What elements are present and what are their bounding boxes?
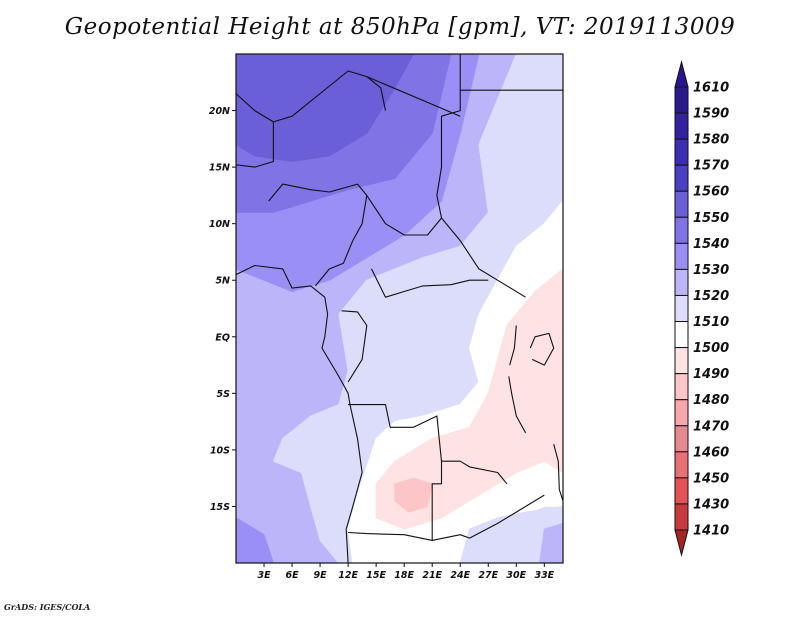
colorbar-label: 1490 bbox=[693, 367, 729, 382]
colorbar-label: 1590 bbox=[693, 107, 729, 122]
colorbar-segment bbox=[674, 425, 689, 453]
colorbar-segment bbox=[674, 503, 689, 531]
colorbar-label: 1450 bbox=[693, 471, 729, 486]
colorbar-top-arrow bbox=[674, 60, 689, 88]
colorbar-segment bbox=[674, 112, 689, 140]
lon-tick-label: 15E bbox=[366, 570, 386, 581]
angola-zambia bbox=[431, 461, 470, 541]
chart-title: Geopotential Height at 850hPa [gpm], VT:… bbox=[64, 14, 736, 40]
lat-tick-label: 15N bbox=[209, 163, 230, 174]
colorbar-bottom-arrow bbox=[674, 529, 689, 557]
lon-tick-label: 33E bbox=[534, 570, 554, 581]
colorbar-label: 1410 bbox=[693, 524, 729, 539]
colorbar-label: 1480 bbox=[693, 393, 729, 408]
lon-tick-label: 9E bbox=[314, 570, 328, 581]
niger-border-north bbox=[236, 70, 387, 123]
colorbar-segment bbox=[674, 268, 689, 296]
chad-east bbox=[436, 54, 526, 298]
lon-tick-label: 3E bbox=[257, 570, 271, 581]
nigeria-east bbox=[314, 195, 368, 287]
lon-tick-label: 24E bbox=[450, 570, 470, 581]
band-1520-se bbox=[459, 505, 563, 563]
libya-chad bbox=[366, 76, 461, 117]
band-1500-1510 bbox=[375, 268, 563, 530]
band-1560-1570 bbox=[236, 54, 415, 163]
colorbar-segment bbox=[674, 321, 689, 349]
lat-tick-label: 10N bbox=[209, 219, 230, 230]
colorbar-segment bbox=[674, 138, 689, 166]
colorbar-segment bbox=[674, 477, 689, 505]
lon-tick-label: 27E bbox=[478, 570, 498, 581]
country-borders bbox=[236, 54, 563, 563]
height-field bbox=[236, 54, 563, 563]
colorbar-segment bbox=[674, 164, 689, 192]
niger-border-west bbox=[236, 121, 274, 168]
colorbar-label: 1500 bbox=[693, 341, 729, 356]
gabon-congo bbox=[341, 310, 368, 383]
lake-tanganyika bbox=[508, 376, 527, 434]
great-lakes-west bbox=[509, 325, 517, 366]
band-1510-ne bbox=[534, 200, 563, 247]
lat-tick-label: 20N bbox=[209, 106, 230, 117]
colorbar-segment bbox=[674, 399, 689, 427]
namibia-north bbox=[348, 531, 433, 541]
colorbar-label: 1470 bbox=[693, 419, 729, 434]
map-frame bbox=[235, 53, 564, 564]
lat-axis: 20N 15N 10N 5N EQ 5S 10S 15S bbox=[209, 106, 236, 513]
colorbar-label: 1560 bbox=[693, 185, 729, 200]
lat-tick-label: 15S bbox=[210, 502, 230, 513]
lon-tick-label: 6E bbox=[286, 570, 300, 581]
colorbar-label: 1540 bbox=[693, 237, 729, 252]
colorbar-label: 1520 bbox=[693, 289, 729, 304]
colorbar-segment bbox=[674, 86, 689, 114]
lake-victoria bbox=[529, 332, 555, 366]
lat-tick-label: 5N bbox=[215, 276, 230, 287]
colorbar-segment bbox=[674, 216, 689, 244]
band-1490-1500 bbox=[394, 477, 433, 513]
chad-south bbox=[366, 195, 442, 236]
colorbar-segment bbox=[674, 294, 689, 323]
colorbar-label: 1430 bbox=[693, 497, 729, 512]
west-africa-coast bbox=[236, 264, 363, 563]
colorbar-segment bbox=[674, 190, 689, 218]
colorbar-label: 1550 bbox=[693, 211, 729, 226]
colorbar-label: 1610 bbox=[693, 81, 729, 96]
colorbar-segment bbox=[674, 242, 689, 270]
lon-tick-label: 18E bbox=[394, 570, 414, 581]
lat-tick-label: EQ bbox=[215, 332, 230, 343]
colorbar-segment bbox=[674, 373, 689, 401]
lon-tick-label: 30E bbox=[506, 570, 526, 581]
colorbar-label: 1570 bbox=[693, 159, 729, 174]
drc-angola bbox=[348, 404, 508, 485]
lake-malawi bbox=[553, 444, 563, 501]
car-south bbox=[371, 268, 489, 298]
lon-tick-label: 21E bbox=[422, 570, 442, 581]
band-1530-se bbox=[539, 522, 563, 563]
lon-tick-label: 12E bbox=[338, 570, 358, 581]
colorbar-segment bbox=[674, 451, 689, 479]
band-1540-sw bbox=[236, 517, 274, 563]
nigeria-north bbox=[268, 183, 368, 202]
colorbar-label: 1510 bbox=[693, 315, 729, 330]
grads-credit: GrADS: IGES/COLA bbox=[4, 602, 91, 612]
colorbar-label: 1530 bbox=[693, 263, 729, 278]
lon-axis: 3E 6E 9E 12E 15E 18E 21E 24E 27E 30E 33E bbox=[257, 563, 555, 581]
lat-tick-label: 5S bbox=[217, 389, 231, 400]
colorbar-segment bbox=[674, 347, 689, 375]
zambia-south bbox=[469, 494, 545, 539]
colorbar-label: 1460 bbox=[693, 445, 729, 460]
colorbar-label: 1580 bbox=[693, 133, 729, 148]
lat-tick-label: 10S bbox=[210, 445, 230, 456]
colorbar: 1610 1590 1580 1570 1560 1550 1540 1530 1520 1510… bbox=[674, 60, 729, 557]
